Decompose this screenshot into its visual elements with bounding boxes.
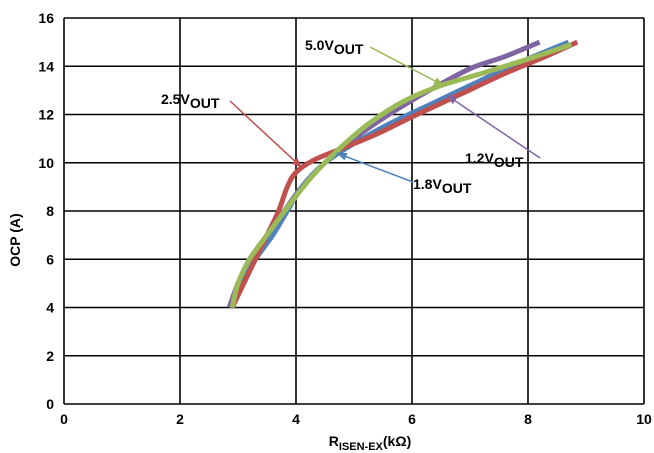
y-tick-label: 10	[38, 155, 54, 171]
annotation-label: 1.8VOUT	[413, 176, 472, 196]
x-axis-title: RISEN-EX(kΩ)	[329, 433, 411, 453]
annotation-label-main: 5.0V	[305, 37, 334, 53]
annotation-label-sub: OUT	[442, 180, 472, 196]
annotation-label: 1.2VOUT	[465, 150, 524, 170]
y-tick-label: 4	[46, 300, 54, 316]
series-lines	[226, 39, 579, 309]
x-tick-label: 4	[292, 411, 300, 427]
annotation-label: 5.0VOUT	[305, 37, 364, 57]
annotation-leader-line	[369, 46, 445, 87]
y-tick-label: 12	[38, 107, 54, 123]
annotation-label-main: 1.8V	[413, 176, 442, 192]
y-tick-label: 0	[46, 396, 54, 412]
y-tick-label: 16	[38, 10, 54, 26]
series-line-2-5v-out	[229, 39, 579, 309]
annotation-arrowhead	[446, 95, 458, 105]
x-tick-label: 6	[408, 411, 416, 427]
x-tick-label: 8	[524, 411, 532, 427]
annotation-label-main: 1.2V	[465, 150, 494, 166]
annotation-leader-line	[446, 94, 541, 159]
annotation-arrowhead	[336, 152, 348, 161]
tick-labels: 0 2 4 6 8 10 0 2 4 6 8 10 12 14 16	[38, 10, 652, 427]
y-tick-label: 2	[46, 348, 54, 364]
annotation-label-sub: OUT	[494, 154, 524, 170]
y-tick-label: 14	[38, 58, 54, 74]
x-axis-title-main: R	[329, 433, 339, 449]
series-line-1-8v-out	[229, 39, 570, 309]
annotation-leader-line	[229, 100, 303, 169]
x-tick-label: 2	[176, 411, 184, 427]
annotation-label-main: 2.5V	[161, 91, 190, 107]
annotation-arrowhead	[433, 77, 444, 86]
x-tick-label: 10	[636, 411, 652, 427]
series-line-1-2v-out	[226, 39, 541, 309]
annotation-label-sub: OUT	[190, 95, 220, 111]
y-tick-label: 8	[46, 203, 54, 219]
x-axis-title-sub: ISEN-EX	[339, 441, 384, 453]
x-axis-title-unit: (kΩ)	[383, 433, 411, 449]
series-line-5-0v-out	[229, 42, 573, 309]
annotation-label-sub: OUT	[334, 41, 364, 57]
annotation-arrowhead	[291, 157, 302, 168]
y-tick-label: 6	[46, 251, 54, 267]
x-tick-label: 0	[60, 411, 68, 427]
y-axis-title: OCP (A)	[7, 213, 23, 266]
annotation-label: 2.5VOUT	[161, 91, 220, 111]
annotation-leader-line	[336, 152, 414, 183]
grid	[63, 17, 645, 405]
